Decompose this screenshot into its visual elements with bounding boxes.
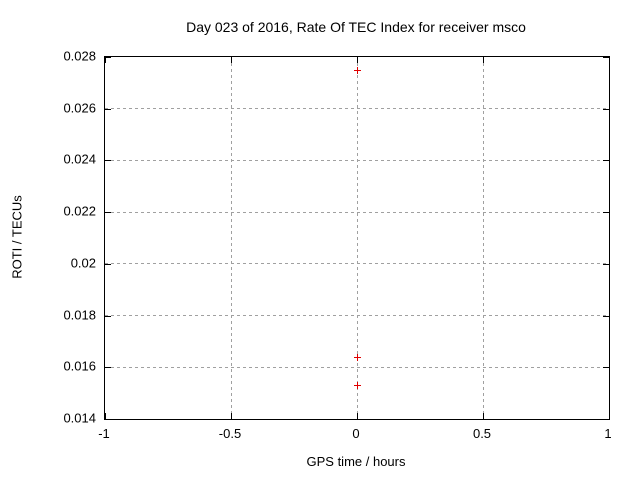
data-point-marker xyxy=(354,66,361,74)
x-tick-label: 1 xyxy=(604,426,612,441)
y-gridline xyxy=(105,315,609,317)
x-gridline xyxy=(356,57,358,419)
y-tick-label: 0.02 xyxy=(70,255,96,271)
y-tick-mark xyxy=(603,108,609,110)
x-tick-mark xyxy=(231,413,232,419)
plot-area xyxy=(104,56,610,420)
y-tick-mark xyxy=(105,419,111,420)
y-tick-label: 0.026 xyxy=(63,100,96,116)
x-tick-label: -1 xyxy=(98,426,110,441)
x-tick-mark xyxy=(105,57,106,63)
y-tick-mark xyxy=(603,419,609,420)
y-gridline xyxy=(105,263,609,265)
y-gridline xyxy=(105,159,609,161)
x-tick-mark xyxy=(231,57,232,63)
y-tick-mark xyxy=(105,160,111,162)
y-tick-label: 0.022 xyxy=(63,203,96,219)
y-gridline xyxy=(105,211,609,213)
y-tick-mark xyxy=(105,263,111,265)
x-gridline xyxy=(482,57,484,419)
y-tick-label: 0.016 xyxy=(63,358,96,374)
y-tick-mark xyxy=(105,212,111,214)
data-point-marker xyxy=(354,353,361,361)
y-tick-mark xyxy=(105,108,111,110)
x-gridline xyxy=(230,57,232,419)
y-gridline xyxy=(105,366,609,368)
x-axis-label: GPS time / hours xyxy=(306,454,406,469)
x-tick-label: 0.5 xyxy=(472,426,492,441)
y-tick-mark xyxy=(105,57,111,58)
x-tick-mark xyxy=(357,57,358,63)
y-tick-mark xyxy=(603,263,609,265)
x-tick-label: -0.5 xyxy=(218,426,242,441)
y-tick-mark xyxy=(603,160,609,162)
y-tick-label: 0.028 xyxy=(63,48,96,64)
y-tick-mark xyxy=(105,367,111,369)
y-tick-mark xyxy=(603,367,609,369)
y-tick-label: 0.014 xyxy=(63,410,96,426)
x-tick-mark xyxy=(609,413,610,419)
x-tick-mark xyxy=(357,413,358,419)
y-tick-label: 0.018 xyxy=(63,307,96,323)
y-tick-mark xyxy=(603,57,609,58)
x-tick-mark xyxy=(609,57,610,63)
data-point-marker xyxy=(354,382,361,390)
y-tick-mark xyxy=(603,212,609,214)
x-tick-mark xyxy=(483,413,484,419)
x-tick-mark xyxy=(105,413,106,419)
y-tick-label: 0.024 xyxy=(63,151,96,167)
y-gridline xyxy=(105,108,609,110)
y-tick-mark xyxy=(603,315,609,317)
x-tick-mark xyxy=(483,57,484,63)
chart-title: Day 023 of 2016, Rate Of TEC Index for r… xyxy=(186,19,526,35)
x-tick-label: 0 xyxy=(352,426,360,441)
y-tick-mark xyxy=(105,315,111,317)
